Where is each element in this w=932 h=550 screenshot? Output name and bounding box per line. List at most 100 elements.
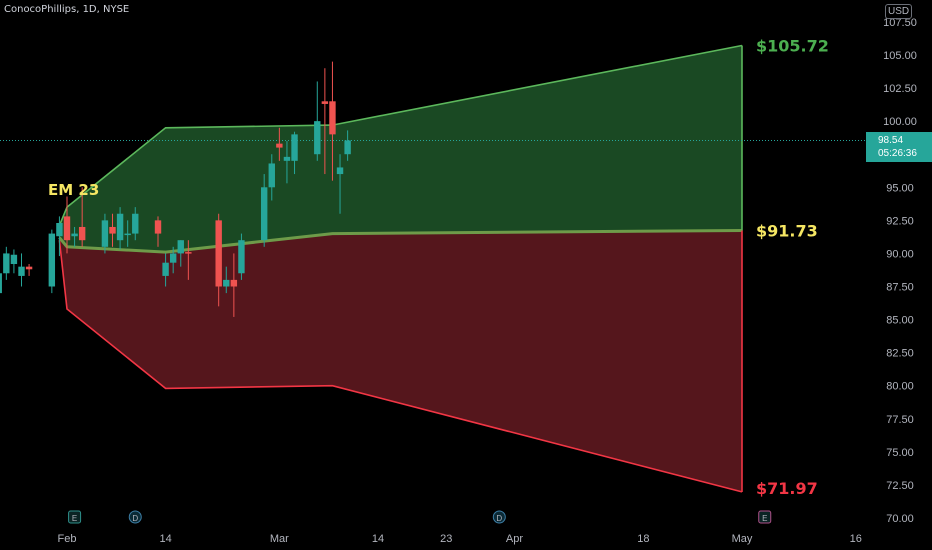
candle-body [283, 156, 291, 161]
y-tick-label: 107.50 [883, 17, 917, 29]
bullish-zone [59, 45, 742, 253]
event-marker-letter: D [132, 514, 138, 523]
y-tick-label: 75.00 [886, 447, 914, 459]
x-tick-label: 14 [372, 533, 384, 545]
candle [321, 68, 329, 175]
candle [101, 213, 109, 254]
x-tick-label: 18 [637, 533, 649, 545]
y-tick-label: 102.50 [883, 83, 917, 95]
candle-body [78, 226, 86, 241]
price-axis: 107.50105.00102.50100.0097.5095.0092.509… [883, 17, 917, 525]
candle [336, 154, 344, 214]
mid-target-label: $91.73 [756, 222, 818, 241]
y-tick-label: 77.50 [886, 414, 914, 426]
candle-body [344, 140, 351, 155]
dividend-marker-icon: D [492, 510, 506, 524]
middle-line [58, 229, 743, 254]
candle-body [18, 266, 25, 276]
last-price-value: 98.54 [878, 135, 904, 146]
x-tick-label: 14 [159, 533, 171, 545]
candle-body [71, 233, 78, 237]
event-marker-shape [128, 510, 142, 524]
event-marker-letter: E [72, 514, 77, 523]
time-axis: Feb 14 Mar 14 23 Apr 18 May 16 [58, 533, 862, 545]
x-tick-label: 23 [440, 533, 452, 545]
candle [109, 213, 116, 247]
earnings-marker-icon: E [758, 510, 772, 524]
target-labels: $105.72 $91.73 $71.97 EM 23 [48, 36, 829, 497]
y-tick-label: 90.00 [886, 248, 914, 260]
upper-boundary-line [58, 44, 743, 226]
currency-button[interactable]: USD [885, 4, 913, 19]
y-tick-label: 105.00 [883, 50, 917, 62]
candle-body [56, 223, 63, 237]
dividend-marker-icon: D [128, 510, 142, 524]
earnings-marker-icon: E [68, 510, 82, 524]
event-marker-letter: E [762, 514, 767, 523]
candle-body [215, 220, 222, 287]
candle-body [48, 233, 56, 287]
candlestick-series [0, 61, 351, 317]
candle [25, 264, 33, 276]
bar-countdown: 05:26:36 [878, 148, 917, 159]
em-label: EM 23 [48, 181, 99, 199]
candle-body [185, 252, 192, 254]
event-marker-shape [68, 510, 82, 524]
candle [238, 233, 245, 280]
candle [71, 226, 78, 247]
y-tick-label: 80.00 [886, 381, 914, 393]
candle-body [314, 121, 321, 155]
candle-body [321, 101, 329, 104]
candle-body [238, 240, 245, 274]
lower-boundary-line [58, 240, 743, 493]
candle [268, 154, 275, 201]
candle-body [132, 213, 139, 234]
x-tick-label: May [732, 533, 753, 545]
candle-body [63, 216, 71, 241]
candle [291, 131, 298, 175]
symbol-title: ConocoPhillips, 1D, NYSE [4, 4, 130, 15]
x-tick-label: Mar [270, 533, 289, 545]
candle-body [291, 134, 298, 161]
candle-body [101, 220, 109, 247]
candle [10, 249, 18, 274]
candle [185, 240, 192, 280]
candle-body [276, 143, 283, 148]
candle-body [260, 187, 268, 241]
candle-body [230, 279, 238, 287]
y-tick-label: 92.50 [886, 215, 914, 227]
candle [260, 174, 268, 247]
candle-body [10, 254, 18, 265]
candle-body [0, 273, 2, 294]
candle [230, 253, 238, 317]
candle-body [169, 253, 177, 263]
candle [124, 220, 131, 247]
candle [48, 229, 56, 294]
event-marker-shape [758, 510, 772, 524]
candle [223, 266, 230, 294]
candle [283, 140, 291, 184]
y-tick-label: 85.00 [886, 315, 914, 327]
x-tick-label: Apr [506, 533, 523, 545]
y-tick-label: 72.50 [886, 480, 914, 492]
candle-body [223, 279, 230, 287]
candle-body [177, 240, 184, 254]
candle-body [329, 101, 336, 135]
lower-target-label: $71.97 [756, 479, 818, 498]
y-tick-label: 82.50 [886, 348, 914, 360]
candle-body [109, 226, 116, 234]
candle [177, 240, 184, 267]
bearish-zone [59, 230, 742, 492]
candle [329, 61, 336, 181]
y-tick-label: 95.00 [886, 182, 914, 194]
x-tick-label: 16 [850, 533, 862, 545]
candle [162, 253, 169, 287]
candle-body [124, 233, 131, 236]
expected-move-zones [59, 45, 742, 492]
candle-body [25, 266, 33, 270]
candle [63, 196, 71, 254]
candle [56, 216, 63, 257]
candle [132, 207, 139, 241]
